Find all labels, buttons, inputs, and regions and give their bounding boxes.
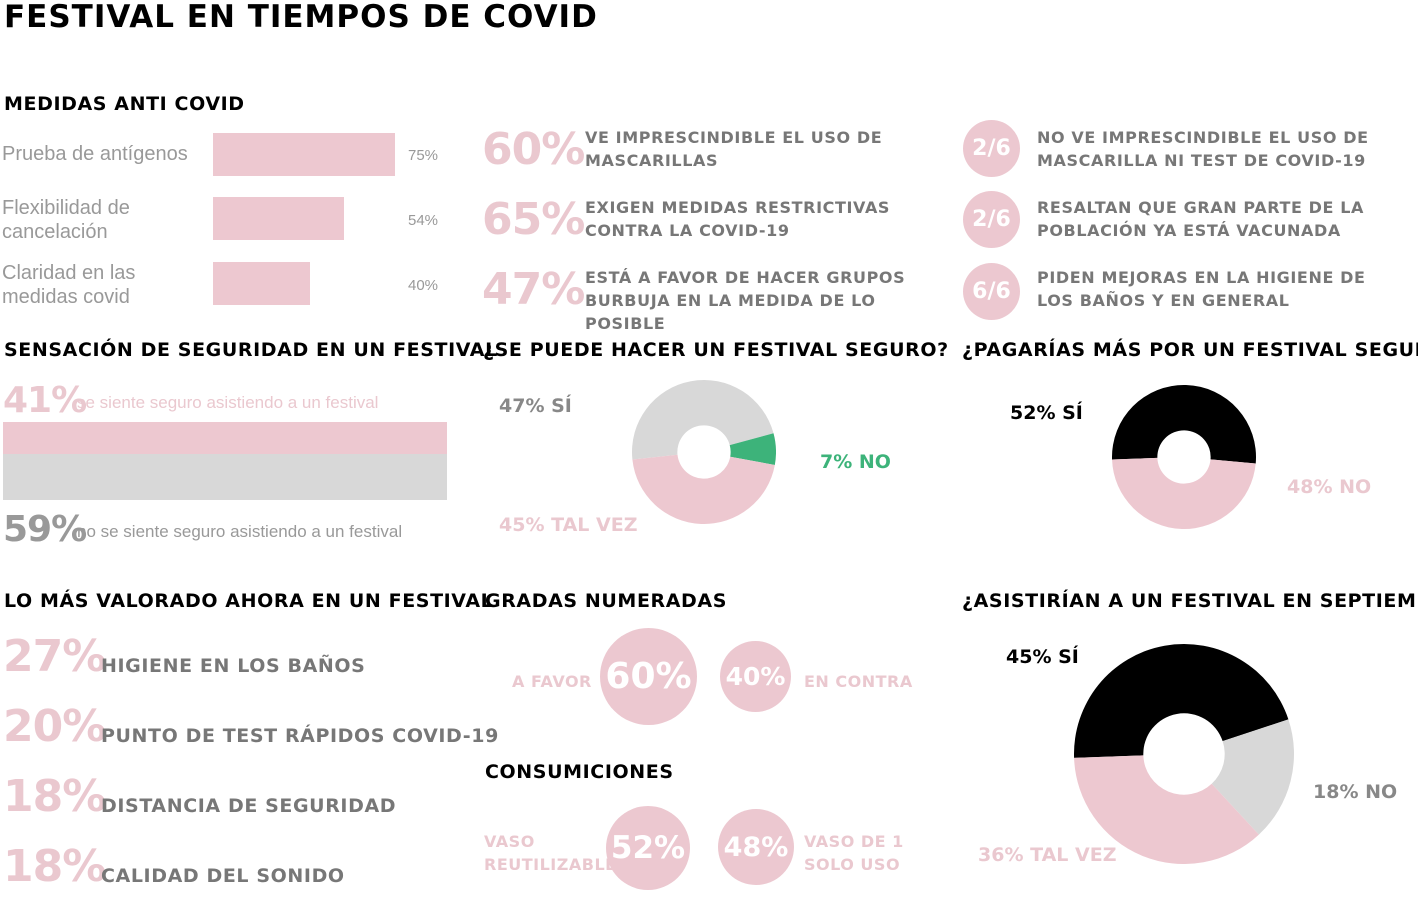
pagarias-label-no: 48% NO: [1287, 476, 1372, 498]
seguro-slice-no: [729, 433, 776, 465]
seguro-donut-chart: [632, 380, 776, 524]
bar-value-claridad: 40%: [408, 277, 439, 294]
seguridad-heading: SENSACIÓN DE SEGURIDAD EN UN FESTIVAL: [4, 339, 498, 361]
frac-text-vacunada: RESALTAN QUE GRAN PARTE DE LA POBLACIÓN …: [1037, 198, 1365, 240]
valorado-pct-higiene: 27%: [3, 631, 106, 682]
bar-label-claridad: Claridad en las medidas covid: [2, 262, 136, 308]
valorado-text-higiene: HIGIENE EN LOS BAÑOS: [101, 655, 366, 677]
seguro-label-si: 47% SÍ: [499, 395, 572, 417]
seguro-label-no: 7% NO: [820, 451, 891, 473]
pagarias-slice-no: [1112, 457, 1256, 529]
medidas-heading: MEDIDAS ANTI COVID: [4, 93, 245, 115]
stat-burbuja-text: ESTÁ A FAVOR DE HACER GRUPOS BURBUJA EN …: [585, 268, 906, 333]
seguridad-bottom-text: no se siente seguro asistiendo a un fest…: [77, 522, 403, 541]
valorado-pct-distancia: 18%: [3, 771, 106, 822]
bar-flexibilidad: [213, 197, 345, 240]
septiembre-donut-chart: [1074, 644, 1294, 864]
stat-restrictivas-pct: 65%: [482, 194, 585, 245]
bar-value-flexibilidad: 54%: [408, 212, 439, 229]
valorado-pct-sonido: 18%: [3, 841, 106, 892]
stat-burbuja-pct: 47%: [482, 264, 585, 315]
seguridad-stacked-bar: [3, 422, 447, 500]
gradas-label-contra: EN CONTRA: [804, 672, 913, 691]
frac-text-mascarilla: NO VE IMPRESCINDIBLE EL USO DE MASCARILL…: [1037, 128, 1369, 170]
consumiciones-label-reutilizable: VASO REUTILIZABLE: [484, 832, 617, 874]
stat-restrictivas-text: EXIGEN MEDIDAS RESTRICTIVAS CONTRA LA CO…: [585, 198, 891, 240]
gradas-label-favor: A FAVOR: [512, 672, 592, 691]
septiembre-label-no: 18% NO: [1313, 781, 1398, 803]
stat-mascarillas-text: VE IMPRESCINDIBLE EL USO DE MASCARILLAS: [585, 128, 883, 170]
seguro-slice-talvez: [632, 454, 775, 524]
gradas-circle-contra: 40%: [720, 641, 791, 712]
consumiciones-label-solo-uso: VASO DE 1 SOLO USO: [804, 832, 904, 874]
septiembre-slice-talvez: [1074, 755, 1259, 864]
frac-circle-vacunada: 2/6: [963, 191, 1020, 248]
seguridad-bar-no-seguro: [3, 453, 447, 500]
seguridad-top-text: se siente seguro asistiendo a un festiva…: [77, 393, 379, 412]
bar-claridad: [213, 262, 311, 305]
bar-value-antigenos: 75%: [408, 147, 439, 164]
stat-mascarillas-pct: 60%: [482, 124, 585, 175]
consumiciones-heading: CONSUMICIONES: [485, 761, 674, 783]
seguro-heading: ¿SE PUEDE HACER UN FESTIVAL SEGURO?: [483, 339, 949, 361]
consumiciones-circle-reutilizable: 52%: [606, 806, 690, 890]
frac-circle-mascarilla: 2/6: [963, 120, 1020, 177]
septiembre-label-si: 45% SÍ: [1006, 646, 1079, 668]
bar-label-flexibilidad: Flexibilidad de cancelación: [2, 197, 130, 243]
pagarias-slice-si: [1112, 385, 1256, 464]
seguridad-top-pct: 41%: [3, 380, 87, 421]
seguro-slice-si: [632, 380, 774, 460]
bar-label-antigenos: Prueba de antígenos: [2, 143, 188, 165]
gradas-circle-favor: 60%: [600, 628, 697, 725]
seguridad-bar-seguro: [3, 422, 447, 454]
pagarias-label-si: 52% SÍ: [1010, 402, 1083, 424]
seguridad-bottom-pct: 59%: [3, 509, 87, 550]
bar-antigenos: [213, 133, 396, 176]
septiembre-label-talvez: 36% TAL VEZ: [978, 844, 1117, 866]
valorado-text-sonido: CALIDAD DEL SONIDO: [101, 865, 345, 887]
septiembre-slice-si: [1074, 644, 1289, 758]
septiembre-slice-no: [1211, 719, 1294, 835]
valorado-pct-test: 20%: [3, 701, 106, 752]
frac-circle-higiene: 6/6: [963, 263, 1020, 320]
consumiciones-circle-solo-uso: 48%: [718, 809, 794, 885]
gradas-heading: GRADAS NUMERADAS: [485, 590, 728, 612]
page-title: FESTIVAL EN TIEMPOS DE COVID: [4, 0, 598, 35]
valorado-text-test: PUNTO DE TEST RÁPIDOS COVID-19: [101, 725, 499, 747]
pagarias-heading: ¿PAGARÍAS MÁS POR UN FESTIVAL SEGURO?: [962, 339, 1418, 361]
seguro-label-talvez: 45% TAL VEZ: [499, 514, 638, 536]
pagarias-donut-chart: [1112, 385, 1256, 529]
valorado-heading: LO MÁS VALORADO AHORA EN UN FESTIVAL: [4, 590, 494, 612]
frac-text-higiene: PIDEN MEJORAS EN LA HIGIENE DE LOS BAÑOS…: [1037, 268, 1366, 310]
septiembre-heading: ¿ASISTIRÍAN A UN FESTIVAL EN SEPTIEMBRE?: [962, 590, 1418, 612]
valorado-text-distancia: DISTANCIA DE SEGURIDAD: [101, 795, 397, 817]
